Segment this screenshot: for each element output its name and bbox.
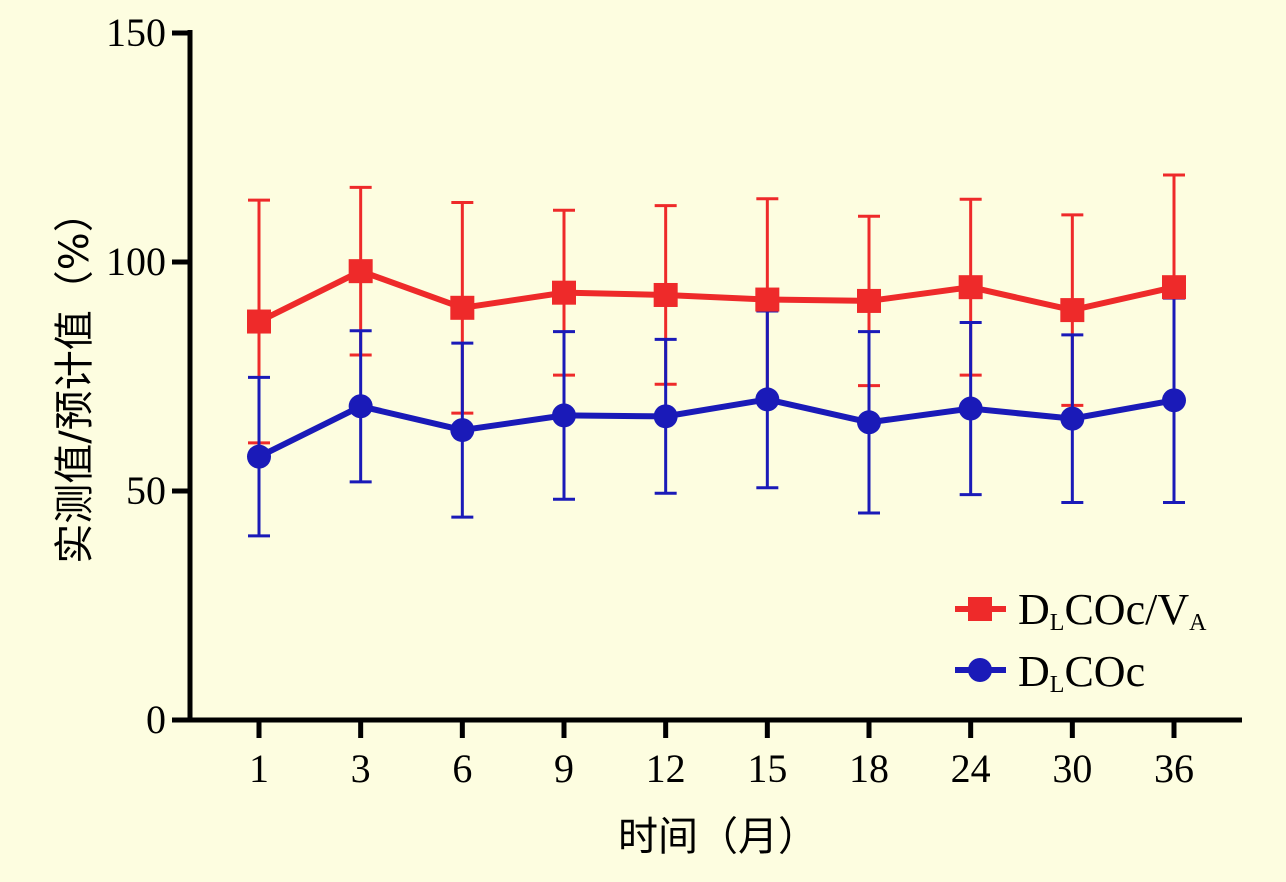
data-point-circle	[1060, 406, 1085, 431]
x-tick-label: 6	[452, 746, 472, 791]
error-bars	[248, 173, 1185, 538]
y-ticks: 0 50 100 150	[106, 10, 190, 742]
series-line-1	[257, 396, 1175, 460]
x-tick-label: 15	[747, 746, 787, 791]
data-point-square	[653, 282, 678, 307]
x-tick-label: 24	[951, 746, 991, 791]
x-tick-label: 30	[1052, 746, 1092, 791]
data-point-circle	[857, 410, 881, 435]
data-point-circle	[958, 396, 983, 421]
legend-label-dlcoc: DLCOc	[1018, 647, 1145, 698]
legend-item-dlcoc-va: DLCOc/VA	[955, 585, 1207, 636]
data-point-square	[1060, 298, 1085, 323]
x-ticks: 1 3 6 9 12 15 18 24 30 36	[249, 720, 1194, 791]
x-tick-label: 12	[646, 746, 686, 791]
data-point-square	[1162, 275, 1186, 300]
data-point-square	[247, 309, 271, 334]
data-point-circle	[552, 403, 576, 428]
x-tick-label: 3	[351, 746, 371, 791]
y-tick-label: 150	[106, 10, 166, 55]
x-axis-title: 时间（月）	[618, 814, 818, 860]
series-line-0	[257, 267, 1175, 325]
series-lines	[257, 267, 1175, 460]
series-markers	[247, 259, 1186, 469]
data-point-circle	[450, 418, 475, 443]
x-tick-label: 1	[249, 746, 269, 791]
data-point-circle	[755, 387, 780, 412]
data-point-square	[755, 287, 780, 312]
legend: DLCOc/VA DLCOc	[955, 585, 1207, 698]
y-tick-label: 50	[126, 468, 166, 513]
data-point-circle	[247, 444, 271, 469]
legend-marker-circle	[968, 658, 992, 682]
y-tick-label: 0	[146, 697, 166, 742]
data-point-square	[552, 280, 576, 305]
data-point-square	[857, 288, 881, 313]
y-axis-title: 实测值/预计值（%）	[52, 192, 98, 563]
legend-marker-square	[968, 597, 992, 621]
data-point-circle	[1162, 388, 1186, 413]
data-point-square	[450, 295, 475, 320]
x-tick-label: 9	[554, 746, 574, 791]
x-tick-label: 36	[1154, 746, 1194, 791]
legend-label-dlcoc-va: DLCOc/VA	[1018, 585, 1207, 636]
x-tick-label: 18	[849, 746, 889, 791]
data-point-square	[348, 259, 373, 284]
data-point-circle	[348, 394, 373, 419]
y-tick-label: 100	[106, 239, 166, 284]
data-point-square	[958, 275, 983, 300]
legend-item-dlcoc: DLCOc	[955, 647, 1145, 698]
data-point-circle	[653, 404, 678, 429]
